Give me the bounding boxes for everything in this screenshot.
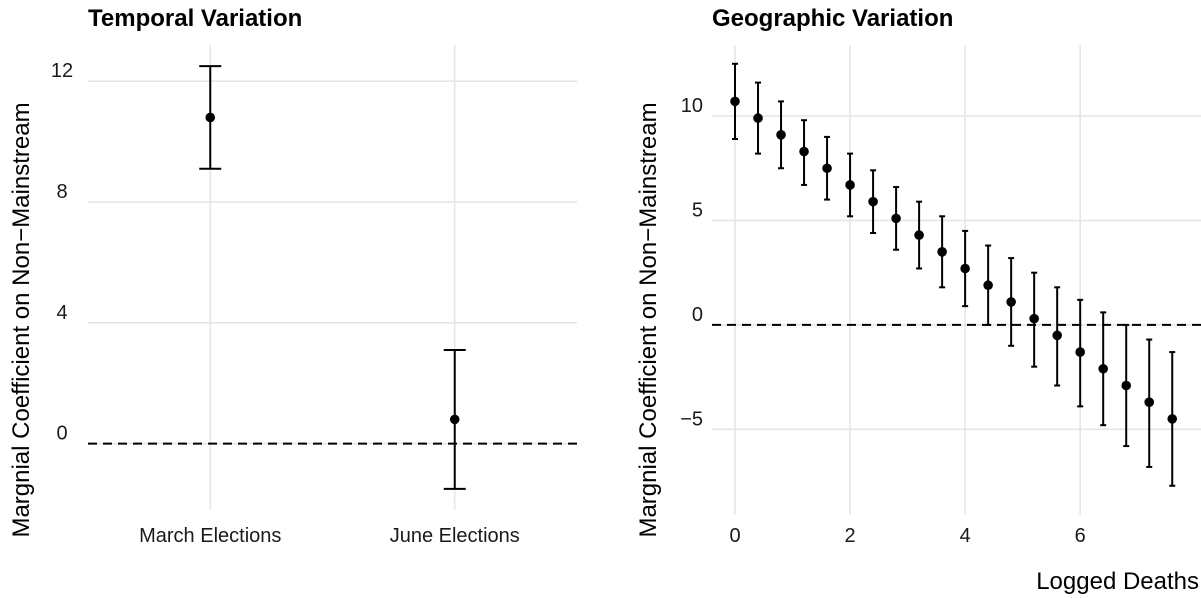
geographic-point xyxy=(1144,397,1155,408)
geographic-point xyxy=(983,280,993,291)
temporal-point xyxy=(205,112,216,123)
temporal-y-tick-label: 4 xyxy=(56,302,67,324)
geographic-point xyxy=(1167,414,1178,424)
geographic-point xyxy=(799,146,809,157)
geographic-y-tick-label: 0 xyxy=(692,304,703,326)
temporal-point xyxy=(449,414,460,425)
geographic-point xyxy=(776,130,786,140)
geographic-x-tick-label: 4 xyxy=(960,525,971,547)
geographic-point xyxy=(1121,380,1132,391)
temporal-panel: Temporal Variation Margnial Coefficient … xyxy=(8,5,577,547)
geographic-point xyxy=(1029,313,1039,324)
temporal-y-axis-label: Margnial Coefficient on Non−Mainstream xyxy=(8,102,35,537)
geographic-point xyxy=(822,163,832,174)
geographic-point xyxy=(753,113,763,123)
geographic-title: Geographic Variation xyxy=(712,5,953,32)
geographic-y-axis-label: Margnial Coefficient on Non−Mainstream xyxy=(635,102,662,537)
geographic-panel: Geographic Variation Margnial Coefficien… xyxy=(635,5,1201,595)
temporal-y-tick-label: 8 xyxy=(56,181,67,203)
geographic-point xyxy=(891,213,901,224)
geographic-y-tick-label: −5 xyxy=(680,408,703,430)
temporal-title: Temporal Variation xyxy=(88,5,302,32)
geographic-x-tick-label: 6 xyxy=(1075,525,1086,547)
geographic-point xyxy=(914,230,924,240)
temporal-x-tick-label: June Elections xyxy=(390,525,520,547)
geographic-y-tick-label: 10 xyxy=(681,95,703,117)
geographic-x-axis-label: Logged Deaths xyxy=(1036,568,1199,595)
geographic-x-tick-label: 0 xyxy=(729,525,740,547)
geographic-x-tick-label: 2 xyxy=(845,525,856,547)
geographic-point xyxy=(730,96,740,107)
geographic-point xyxy=(868,196,878,207)
geographic-point xyxy=(937,247,947,257)
geographic-point xyxy=(960,263,970,274)
temporal-y-tick-label: 12 xyxy=(51,60,73,82)
geographic-point xyxy=(1052,330,1062,341)
temporal-y-tick-label: 0 xyxy=(56,423,67,445)
geographic-point xyxy=(1098,363,1108,374)
geographic-point xyxy=(1075,347,1085,357)
geographic-y-tick-label: 5 xyxy=(692,199,703,221)
geographic-point xyxy=(1006,297,1016,307)
temporal-x-tick-label: March Elections xyxy=(139,525,281,547)
geographic-point xyxy=(845,180,855,190)
